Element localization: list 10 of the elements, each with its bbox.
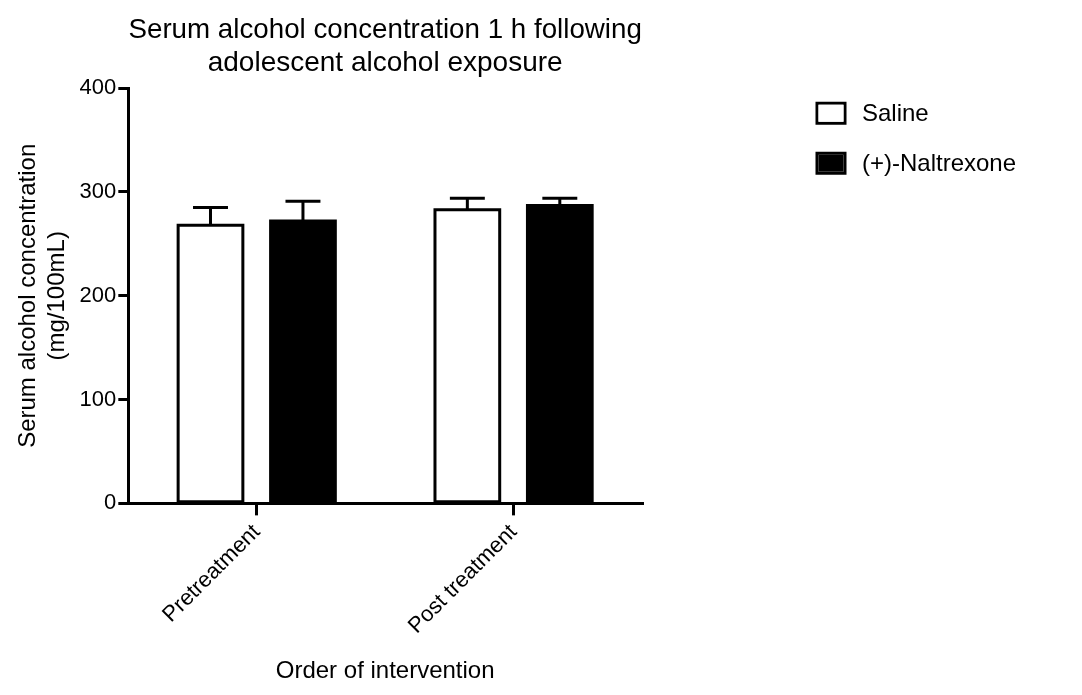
y-tick-label: 300 (79, 178, 117, 204)
y-tick-label: 100 (79, 385, 117, 411)
chart-title: Serum alcohol concentration 1 h following adolescent alcohol exposure (128, 12, 642, 78)
legend-label: Saline (862, 98, 929, 126)
y-axis-title: Serum alcohol concentration (mg/100mL) (13, 143, 69, 448)
legend-label: (+)-Naltrexone (862, 148, 1017, 176)
x-axis-title: Order of intervention (275, 656, 495, 684)
y-tick-label: 200 (79, 281, 117, 307)
y-tick-label: 0 (104, 489, 117, 515)
y-tick-label: 400 (79, 74, 117, 100)
